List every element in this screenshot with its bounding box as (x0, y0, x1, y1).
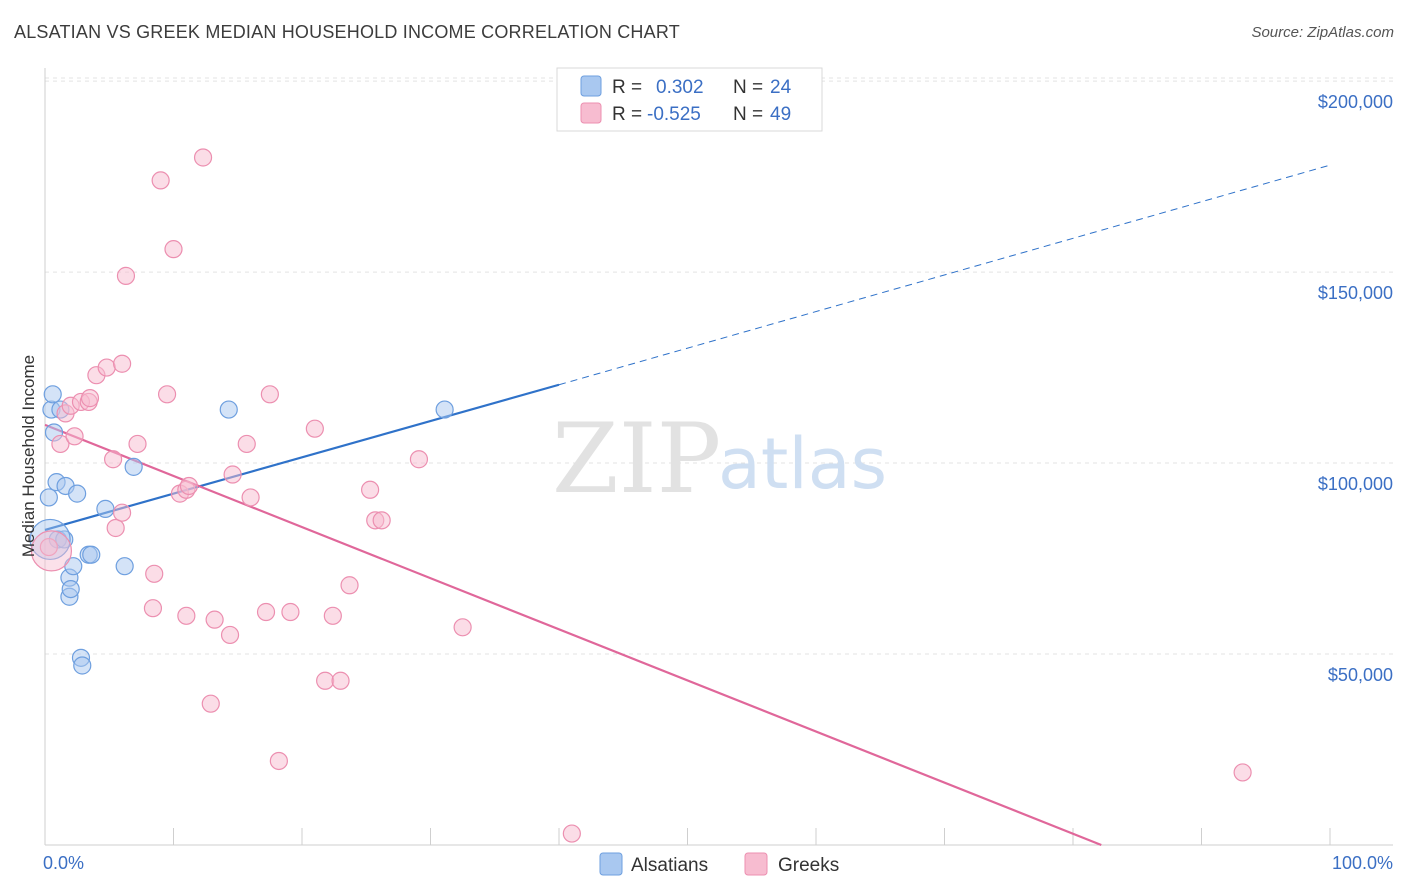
point-greeks (237, 434, 256, 454)
point-greeks (205, 610, 224, 629)
legend-swatch-alsatians (580, 75, 602, 97)
point-greeks (361, 480, 380, 499)
point-greeks (65, 427, 84, 446)
point-greeks (106, 518, 125, 538)
trend-line-extension-alsatians (558, 164, 1331, 386)
point-greeks (323, 606, 342, 625)
point-alsatians (124, 457, 143, 476)
watermark: ZIP atlas (552, 403, 887, 515)
point-greeks (241, 488, 260, 507)
legend-r-value-alsatians: 0.302 (656, 77, 704, 98)
point-alsatians (68, 484, 87, 503)
point-greeks (340, 576, 359, 595)
point-alsatians (55, 530, 74, 549)
legend-r-label-alsatians: R = (612, 77, 642, 98)
point-greeks (305, 419, 324, 438)
grid-lines (45, 77, 1393, 655)
point-alsatians (43, 385, 62, 404)
point-greeks (220, 625, 240, 645)
point-greeks (223, 465, 242, 484)
watermark-zip: ZIP (552, 403, 721, 515)
point-greeks (269, 751, 288, 771)
point-greeks (39, 537, 58, 557)
point-greeks (260, 385, 279, 404)
trend-lines (44, 164, 1331, 847)
chart-title: ALSATIAN VS GREEK MEDIAN HOUSEHOLD INCOM… (14, 22, 680, 42)
point-greeks (179, 476, 199, 496)
legend-r-label-greeks: R = (612, 104, 642, 125)
point-greeks (97, 358, 116, 377)
y-tick-label: $150,000 (1318, 283, 1393, 303)
point-greeks (331, 671, 350, 690)
point-greeks (51, 434, 70, 454)
point-alsatians (96, 499, 115, 518)
x-tick-label-end: 100.0% (1332, 853, 1393, 873)
point-greeks (80, 389, 100, 408)
legend-n-label-alsatians: N = (733, 77, 763, 98)
trend-line-greeks (44, 423, 1102, 847)
legend-swatch-greeks (580, 102, 602, 124)
point-alsatians (115, 557, 134, 576)
x-tick-label-start: 0.0% (43, 853, 84, 873)
point-greeks (128, 434, 147, 454)
bottom-legend-label-greeks: Greeks (778, 855, 839, 876)
y-tick-labels: $50,000 $100,000 $150,000 $200,000 (1318, 92, 1393, 685)
legend: R = 0.302 N = 24 R = -0.525 N = 49 (556, 67, 823, 132)
x-tick-labels: 0.0% 100.0% (43, 853, 1393, 873)
data-points (29, 148, 1252, 843)
point-greeks (143, 599, 163, 618)
y-tick-label: $100,000 (1318, 474, 1393, 494)
point-greeks (112, 503, 132, 522)
bottom-legend: Alsatians Greeks (599, 852, 839, 876)
y-axis-label: Median Household Income (19, 355, 38, 557)
bottom-legend-label-alsatians: Alsatians (631, 855, 708, 876)
point-greeks (281, 602, 300, 622)
point-greeks (145, 564, 164, 583)
point-greeks (409, 450, 429, 469)
point-greeks (157, 385, 177, 404)
point-greeks (201, 694, 220, 713)
legend-n-value-greeks: 49 (770, 104, 791, 125)
point-alsatians (39, 488, 58, 507)
point-greeks (112, 354, 132, 373)
bottom-legend-swatch-alsatians (599, 852, 623, 876)
point-greeks (151, 171, 170, 190)
trend-line-alsatians (44, 383, 560, 531)
point-greeks (193, 148, 213, 167)
point-greeks (164, 240, 183, 259)
point-greeks (177, 606, 196, 625)
point-greeks (316, 671, 335, 690)
point-greeks (116, 266, 136, 285)
point-greeks (1233, 763, 1252, 782)
point-alsatians (82, 545, 101, 564)
y-tick-label: $50,000 (1328, 665, 1393, 685)
watermark-atlas: atlas (718, 423, 887, 505)
point-alsatians (219, 400, 238, 419)
chart-source: Source: ZipAtlas.com (1251, 24, 1394, 41)
point-alsatians (73, 656, 92, 675)
point-greeks (256, 602, 276, 622)
y-tick-label: $200,000 (1318, 92, 1393, 112)
point-greeks (104, 450, 123, 469)
axes (44, 68, 1393, 846)
bottom-legend-swatch-greeks (744, 852, 768, 876)
point-greeks (562, 824, 581, 843)
point-greeks (453, 618, 472, 637)
legend-r-value-greeks: -0.525 (647, 104, 701, 125)
point-greeks (372, 511, 391, 530)
point-alsatians (61, 579, 80, 599)
legend-n-value-alsatians: 24 (770, 77, 792, 98)
point-alsatians (435, 400, 454, 419)
point-greeks (30, 530, 73, 572)
legend-n-label-greeks: N = (733, 104, 763, 125)
